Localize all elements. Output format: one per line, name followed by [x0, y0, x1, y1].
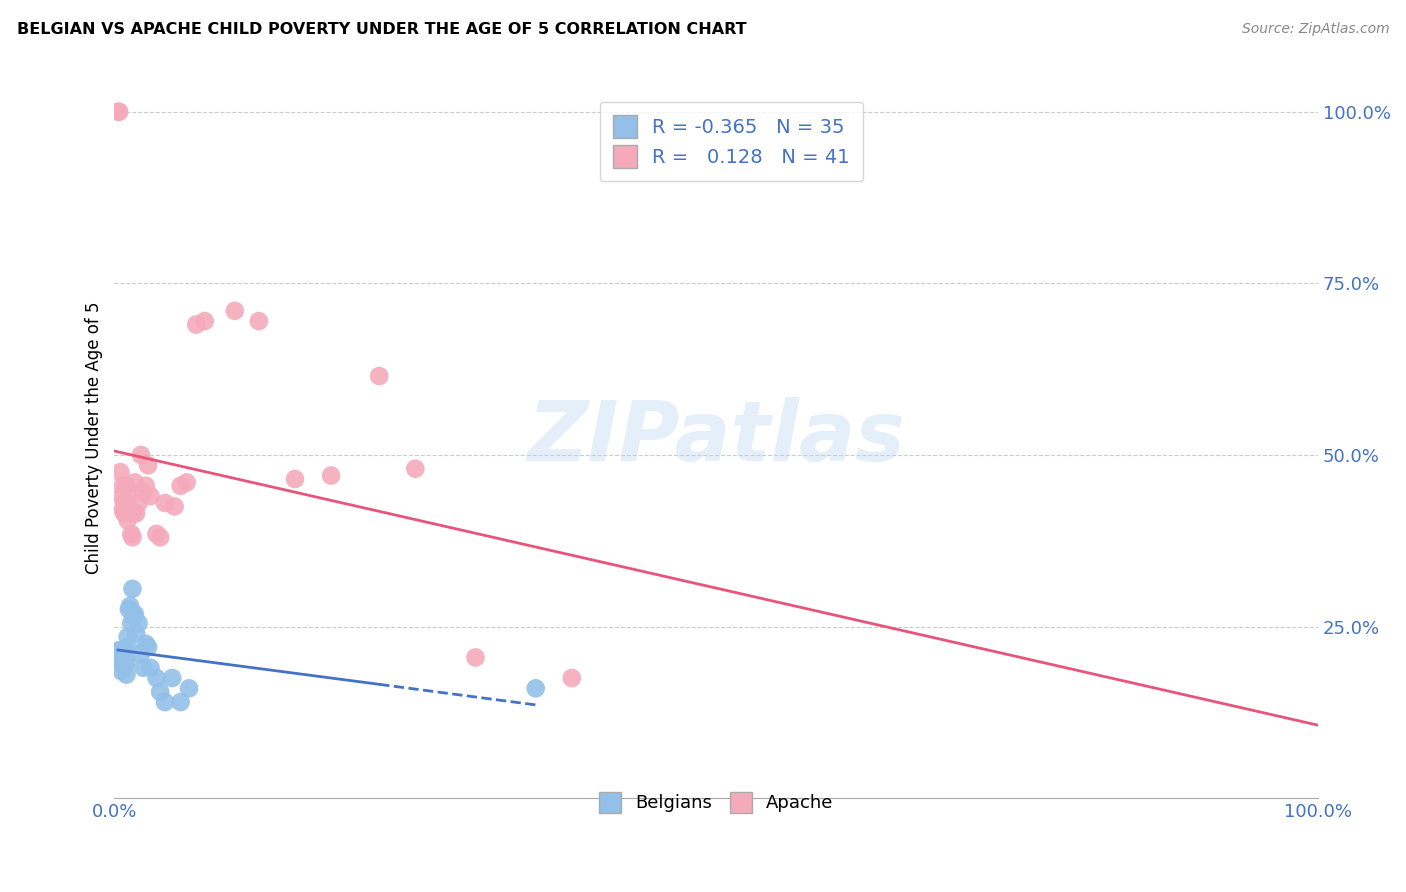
Point: [120, 616, 142, 631]
Point: [125, 626, 148, 640]
Point: [117, 513, 139, 527]
Text: Source: ZipAtlas.com: Source: ZipAtlas.com: [1241, 22, 1389, 37]
Point: [132, 661, 155, 675]
Point: [112, 661, 135, 675]
Point: [132, 485, 155, 500]
Point: [160, 671, 183, 685]
Point: [112, 496, 135, 510]
Y-axis label: Child Poverty Under the Age of 5: Child Poverty Under the Age of 5: [86, 301, 103, 574]
Point: [129, 448, 152, 462]
Point: [149, 530, 172, 544]
Point: [115, 503, 138, 517]
Point: [117, 640, 139, 655]
Point: [120, 503, 142, 517]
Point: [136, 458, 159, 473]
Point: [186, 318, 208, 332]
Point: [284, 472, 307, 486]
Point: [111, 479, 134, 493]
Point: [149, 685, 172, 699]
Point: [176, 475, 198, 490]
Point: [124, 607, 146, 622]
Point: [153, 695, 176, 709]
Point: [112, 643, 135, 657]
Point: [194, 314, 217, 328]
Point: [368, 369, 391, 384]
Point: [404, 461, 426, 475]
Point: [111, 664, 134, 678]
Point: [114, 643, 136, 657]
Point: [135, 479, 157, 493]
Point: [112, 506, 135, 520]
Point: [319, 468, 342, 483]
Point: [139, 489, 162, 503]
Point: [127, 616, 149, 631]
Point: [115, 667, 138, 681]
Point: [153, 496, 176, 510]
Point: [107, 643, 129, 657]
Point: [111, 503, 134, 517]
Point: [108, 650, 131, 665]
Point: [524, 681, 547, 696]
Point: [111, 654, 134, 668]
Point: [110, 654, 132, 668]
Point: [125, 506, 148, 520]
Point: [561, 671, 583, 685]
Point: [111, 489, 134, 503]
Point: [135, 637, 157, 651]
Point: [107, 104, 129, 119]
Point: [111, 657, 134, 672]
Point: [122, 609, 145, 624]
Point: [139, 661, 162, 675]
Point: [114, 657, 136, 672]
Point: [224, 303, 246, 318]
Point: [110, 465, 132, 479]
Legend: Belgians, Apache: Belgians, Apache: [586, 779, 846, 825]
Point: [121, 530, 143, 544]
Point: [247, 314, 270, 328]
Point: [169, 695, 191, 709]
Point: [120, 599, 142, 613]
Point: [129, 647, 152, 661]
Point: [114, 496, 136, 510]
Text: ZIPatlas: ZIPatlas: [527, 397, 905, 478]
Point: [145, 527, 167, 541]
Point: [118, 489, 141, 503]
Point: [120, 527, 142, 541]
Point: [124, 475, 146, 490]
Point: [177, 681, 200, 696]
Point: [121, 582, 143, 596]
Point: [127, 496, 149, 510]
Point: [122, 506, 145, 520]
Point: [115, 479, 138, 493]
Point: [117, 630, 139, 644]
Point: [163, 500, 186, 514]
Point: [464, 650, 486, 665]
Point: [169, 479, 191, 493]
Point: [136, 640, 159, 655]
Point: [108, 104, 131, 119]
Point: [145, 671, 167, 685]
Point: [110, 643, 132, 657]
Point: [118, 602, 141, 616]
Point: [115, 654, 138, 668]
Text: BELGIAN VS APACHE CHILD POVERTY UNDER THE AGE OF 5 CORRELATION CHART: BELGIAN VS APACHE CHILD POVERTY UNDER TH…: [17, 22, 747, 37]
